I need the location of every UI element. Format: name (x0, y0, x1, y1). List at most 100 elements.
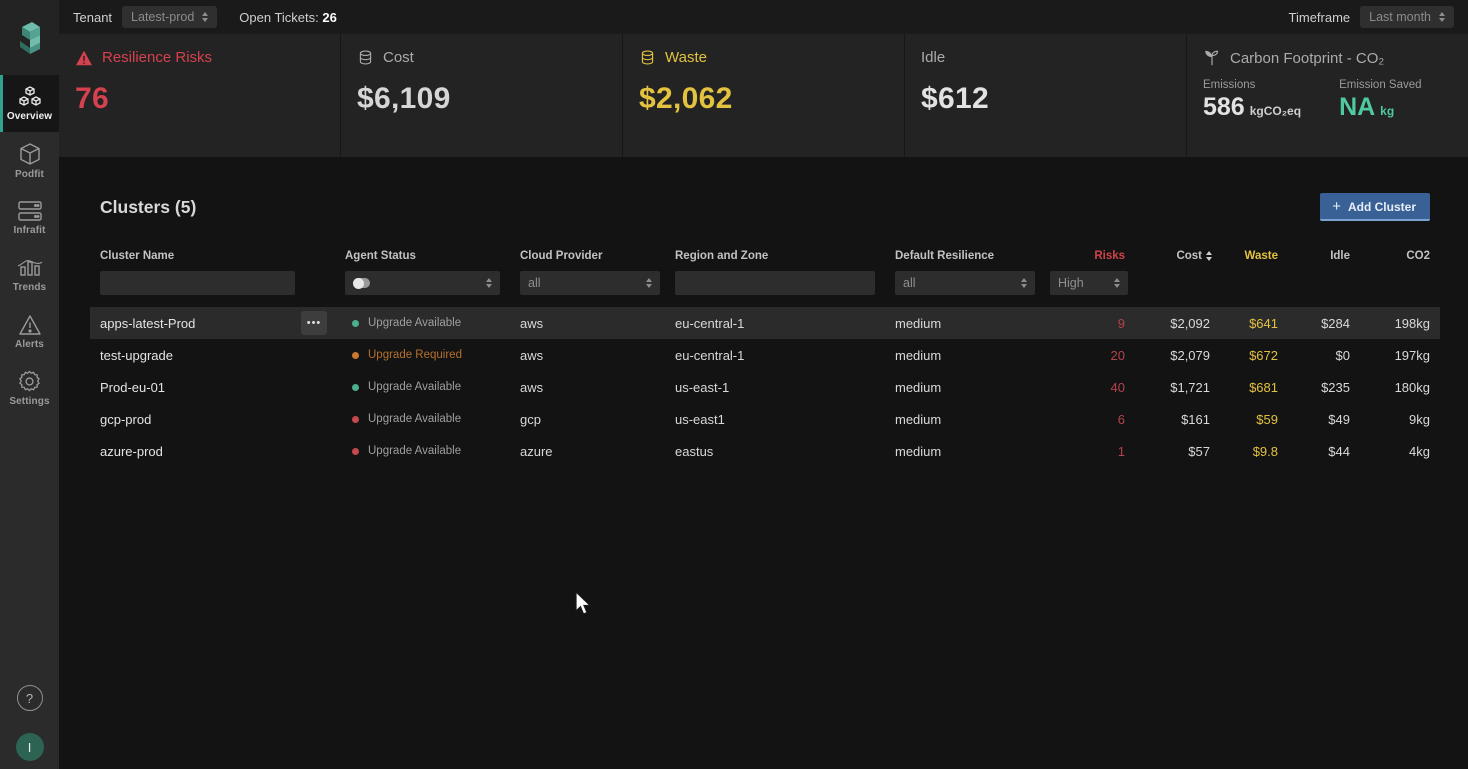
cluster-name-filter-input[interactable] (100, 271, 295, 295)
risks-cell: 1 (1117, 443, 1125, 459)
card-title: Waste (665, 49, 707, 66)
cluster-name[interactable]: test-upgrade (100, 347, 173, 363)
servers-icon (17, 200, 42, 221)
cube-icon (19, 142, 40, 165)
card-resilience-risks[interactable]: Resilience Risks 76 (59, 34, 341, 157)
sidebar-item-podfit[interactable]: Podfit (0, 132, 59, 189)
col-agent-status[interactable]: Agent Status (345, 250, 416, 262)
coins-icon (359, 50, 372, 65)
card-value: $612 (921, 82, 989, 115)
resilience-cell: medium (895, 347, 942, 363)
sidebar-item-trends[interactable]: Trends (0, 246, 59, 303)
cloud-provider-filter-value: all (528, 276, 541, 290)
timeframe-select[interactable]: Last month (1360, 6, 1454, 28)
cluster-name[interactable]: azure-prod (100, 443, 163, 459)
idle-cell: $0 (1335, 347, 1350, 363)
select-arrows-icon (1114, 278, 1120, 288)
sort-icon[interactable] (1206, 251, 1212, 261)
default-resilience-filter-select[interactable]: all (895, 271, 1035, 295)
col-default-resilience[interactable]: Default Resilience (895, 250, 995, 262)
idle-cell: $235 (1321, 379, 1350, 395)
cost-cell: $2,079 (1170, 347, 1210, 363)
timeframe-select-value: Last month (1369, 10, 1431, 24)
col-risks[interactable]: Risks (1094, 250, 1125, 262)
table-filters: all all High (90, 271, 1440, 295)
col-co2[interactable]: CO2 (1406, 250, 1430, 262)
agent-status-filter-select[interactable] (345, 271, 500, 295)
table-row[interactable]: Prod-eu-01 Upgrade Available aws us-east… (90, 371, 1440, 403)
card-value: $6,109 (357, 82, 451, 115)
table-row[interactable]: azure-prod Upgrade Available azure eastu… (90, 435, 1440, 467)
resilience-cell: medium (895, 315, 942, 331)
col-region-zone[interactable]: Region and Zone (675, 250, 769, 262)
col-cost[interactable]: Cost (1127, 250, 1212, 262)
app-logo[interactable] (0, 0, 59, 75)
emissions-unit: kgCO₂eq (1249, 104, 1302, 118)
select-arrows-icon (202, 12, 209, 22)
sidebar: Overview Podfit Infrafit (0, 0, 59, 769)
table-row[interactable]: gcp-prod Upgrade Available gcp us-east1 … (90, 403, 1440, 435)
idle-cell: $44 (1328, 443, 1350, 459)
topbar-right: Timeframe Last month (1289, 6, 1454, 28)
default-resilience-filter-value: all (903, 276, 916, 290)
table-row[interactable]: apps-latest-Prod ••• Upgrade Available a… (90, 307, 1440, 339)
table-header: Cluster Name Agent Status Cloud Provider… (90, 243, 1440, 269)
waste-cell: $681 (1249, 379, 1278, 395)
sidebar-item-alerts[interactable]: Alerts (0, 303, 59, 360)
waste-cell: $641 (1249, 315, 1278, 331)
user-avatar[interactable]: I (15, 733, 44, 761)
card-carbon-footprint[interactable]: Carbon Footprint - CO₂ Emissions 586 kgC… (1187, 34, 1468, 157)
toggle-icon (353, 277, 370, 289)
col-idle[interactable]: Idle (1330, 250, 1350, 262)
status-dot-icon (352, 351, 359, 359)
risks-cell: 20 (1110, 347, 1125, 363)
resilience-cell: medium (895, 411, 942, 427)
agent-status-text: Upgrade Available (368, 445, 462, 457)
waste-cell: $672 (1249, 347, 1278, 363)
card-cost[interactable]: Cost $6,109 (341, 34, 623, 157)
content-area: Tenant Latest-prod Open Tickets: 26 Time… (59, 0, 1468, 769)
sidebar-item-label: Podfit (15, 168, 44, 180)
idle-cell: $49 (1328, 411, 1350, 427)
co2-cell: 4kg (1409, 443, 1430, 459)
help-button[interactable]: ? (16, 685, 43, 711)
col-cloud-provider[interactable]: Cloud Provider (520, 250, 603, 262)
tenant-select[interactable]: Latest-prod (122, 6, 218, 28)
cluster-name[interactable]: Prod-eu-01 (100, 379, 166, 395)
open-tickets: Open Tickets: 26 (239, 10, 337, 25)
card-title: Carbon Footprint - CO₂ (1230, 49, 1385, 67)
stat-cards: Resilience Risks 76 Cost $6,109 (59, 34, 1468, 157)
table-row[interactable]: test-upgrade Upgrade Required aws eu-cen… (90, 339, 1440, 371)
status-dot-icon (352, 319, 359, 327)
region-zone-filter-input[interactable] (675, 271, 875, 295)
row-menu-button[interactable]: ••• (301, 311, 327, 335)
cloud-provider-cell: aws (520, 315, 544, 331)
col-cluster-name[interactable]: Cluster Name (100, 250, 175, 262)
card-waste[interactable]: Waste $2,062 (623, 34, 905, 157)
resilience-cell: medium (895, 443, 942, 459)
sidebar-item-infrafit[interactable]: Infrafit (0, 189, 59, 246)
idle-cell: $284 (1321, 315, 1350, 331)
add-cluster-button[interactable]: + Add Cluster (1320, 193, 1430, 221)
sidebar-bottom: ? I (0, 685, 59, 769)
cluster-name[interactable]: gcp-prod (100, 411, 152, 427)
cluster-name[interactable]: apps-latest-Prod (100, 315, 196, 331)
card-idle[interactable]: Idle $612 (905, 34, 1187, 157)
sidebar-item-label: Alerts (15, 338, 44, 350)
risks-cell: 6 (1117, 411, 1125, 427)
sidebar-nav: Overview Podfit Infrafit (0, 75, 59, 417)
select-arrows-icon (1439, 12, 1445, 22)
cloud-provider-filter-select[interactable]: all (520, 271, 660, 295)
warning-triangle-icon (76, 50, 92, 65)
risks-filter-select[interactable]: High (1050, 271, 1128, 295)
emission-saved-value: NA (1339, 93, 1376, 121)
sidebar-item-settings[interactable]: Settings (0, 360, 59, 417)
cost-cell: $161 (1181, 411, 1210, 427)
col-waste[interactable]: Waste (1244, 250, 1278, 262)
emission-saved-unit: kg (1380, 104, 1395, 118)
waste-cell: $9.8 (1252, 443, 1278, 459)
open-tickets-count: 26 (322, 9, 337, 25)
card-title: Resilience Risks (102, 49, 213, 66)
sidebar-item-overview[interactable]: Overview (0, 75, 59, 132)
